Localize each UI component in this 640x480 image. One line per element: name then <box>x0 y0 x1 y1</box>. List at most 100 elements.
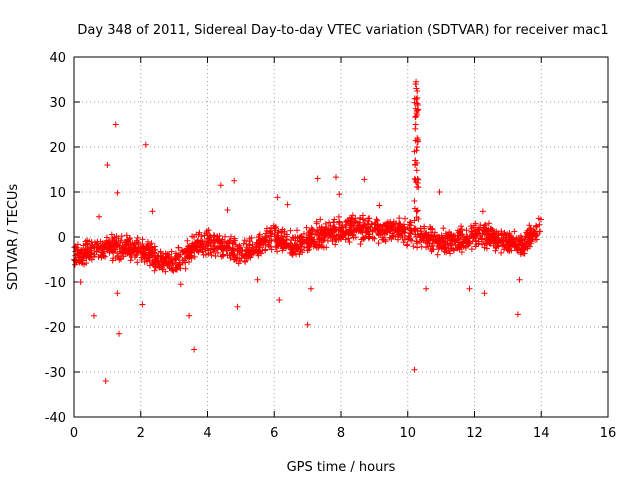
outlier-point <box>436 189 443 195</box>
data-point <box>271 231 278 238</box>
data-point <box>410 243 417 250</box>
data-point <box>230 239 237 246</box>
outlier-point <box>142 141 149 148</box>
data-point <box>186 258 193 265</box>
data-point <box>164 251 171 258</box>
data-point <box>365 218 372 225</box>
data-point <box>128 244 135 251</box>
data-point <box>175 262 182 269</box>
outlier-point <box>274 194 281 201</box>
data-point <box>532 236 539 243</box>
y-tick-label: 30 <box>49 96 66 111</box>
data-point <box>306 246 313 253</box>
outlier-point <box>102 378 109 384</box>
data-point <box>437 237 444 244</box>
data-point <box>134 247 141 254</box>
data-point <box>89 241 96 248</box>
data-point <box>468 246 475 253</box>
data-point <box>135 239 142 246</box>
data-point <box>395 232 402 239</box>
data-point <box>526 222 533 229</box>
data-point <box>211 248 218 255</box>
x-tick-label: 12 <box>466 426 483 441</box>
data-point <box>146 251 153 258</box>
outlier-point <box>423 285 430 292</box>
outlier-point <box>466 285 473 292</box>
data-point <box>357 241 364 248</box>
data-point <box>457 230 464 237</box>
data-point <box>303 224 310 231</box>
y-tick-label: -20 <box>45 321 66 336</box>
data-point <box>195 237 202 244</box>
data-point <box>345 235 352 242</box>
data-point <box>495 237 502 244</box>
data-point <box>250 247 257 254</box>
spike-point <box>412 157 419 164</box>
data-point <box>429 246 436 253</box>
data-point <box>524 245 531 252</box>
data-point <box>336 219 343 226</box>
data-point <box>458 249 465 256</box>
data-point <box>309 236 316 243</box>
data-point <box>151 253 158 260</box>
outlier-point <box>307 285 314 292</box>
data-point <box>205 247 212 254</box>
data-point <box>119 242 126 249</box>
data-point <box>237 244 244 251</box>
data-point <box>257 248 264 255</box>
data-point <box>429 225 436 232</box>
data-point <box>306 233 313 240</box>
data-point <box>227 233 234 240</box>
data-point <box>142 247 149 254</box>
data-point <box>255 252 262 259</box>
data-point <box>528 226 535 233</box>
data-point <box>375 227 382 234</box>
data-point <box>472 243 479 250</box>
data-markers <box>71 78 544 384</box>
data-point <box>450 246 457 253</box>
data-point <box>108 231 115 238</box>
data-point <box>248 234 255 241</box>
data-point <box>303 240 310 247</box>
data-point <box>301 244 308 251</box>
data-point <box>247 251 254 258</box>
data-point <box>139 250 146 257</box>
data-point <box>317 216 324 223</box>
data-point <box>308 225 315 232</box>
data-point <box>203 251 210 258</box>
data-point <box>195 231 202 238</box>
data-point <box>109 257 116 264</box>
outlier-point <box>516 276 523 283</box>
data-point <box>339 224 346 231</box>
outlier-point <box>332 174 339 181</box>
data-point <box>533 223 540 230</box>
data-point <box>474 227 481 234</box>
data-point <box>80 242 87 249</box>
data-point <box>149 259 156 266</box>
data-point <box>332 236 339 243</box>
spike-point <box>413 167 420 174</box>
plot-frame <box>73 56 609 418</box>
data-point <box>372 219 379 226</box>
data-point <box>411 217 418 224</box>
data-point <box>358 224 365 231</box>
outlier-point <box>514 311 521 318</box>
data-point <box>134 248 141 255</box>
data-point <box>226 252 233 259</box>
data-point <box>99 242 106 249</box>
data-point <box>80 253 87 260</box>
data-point <box>463 227 470 234</box>
data-point <box>470 224 477 231</box>
data-point <box>377 231 384 238</box>
data-point <box>517 251 524 258</box>
data-point <box>145 246 152 253</box>
y-axis-label: SDTVAR / TECUs <box>6 184 21 291</box>
y-tick-label: 20 <box>49 141 66 156</box>
data-point <box>386 234 393 241</box>
outlier-point <box>114 290 121 297</box>
data-point <box>431 229 438 236</box>
data-point <box>72 252 79 259</box>
data-point <box>294 248 301 255</box>
outlier-point <box>191 346 198 353</box>
data-point <box>458 223 465 230</box>
